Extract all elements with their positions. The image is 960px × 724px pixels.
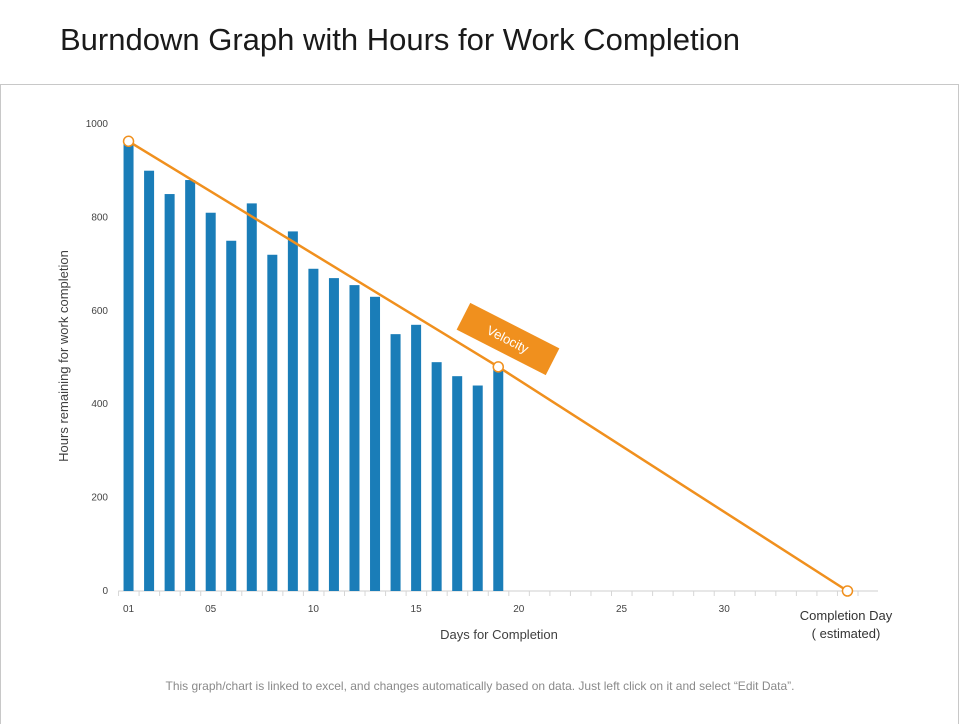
x-axis: 01 05 10 15 20 25 30 [118, 590, 878, 615]
bar [123, 142, 134, 591]
x-tick-label: 10 [308, 604, 320, 615]
y-tick-label: 1000 [86, 119, 109, 130]
velocity-marker [841, 585, 854, 597]
x-tick-label: 15 [411, 604, 423, 615]
x-tick-label: 25 [616, 604, 628, 615]
bar [226, 240, 237, 591]
bar [144, 170, 155, 591]
x-tick-label: 05 [205, 604, 217, 615]
bar [164, 194, 175, 592]
x-tick-label: 20 [513, 604, 525, 615]
bar [349, 285, 360, 591]
completion-day-estimate-label: ( estimated) [812, 626, 881, 641]
y-axis-label: Hours remaining for work completion [56, 250, 71, 462]
x-tick-label: 01 [123, 604, 135, 615]
bar [287, 231, 298, 591]
bar [185, 180, 196, 592]
x-axis-label: Days for Completion [440, 627, 558, 642]
y-tick-label: 0 [102, 586, 108, 597]
velocity-tag-box [456, 302, 560, 376]
bar [390, 334, 401, 591]
velocity-marker [492, 361, 505, 373]
y-tick-label: 600 [91, 306, 108, 317]
page-title: Burndown Graph with Hours for Work Compl… [60, 22, 740, 57]
y-axis-ticks: 0 200 400 600 800 1000 [86, 119, 109, 597]
bar [431, 362, 442, 591]
velocity-tag: Velocity [456, 302, 560, 376]
content-panel [0, 84, 959, 724]
bar [246, 203, 257, 591]
bar [411, 324, 422, 591]
footnote: This graph/chart is linked to excel, and… [165, 679, 795, 693]
bar [472, 385, 483, 591]
bar [328, 278, 339, 591]
bar [452, 376, 463, 591]
velocity-marker [122, 135, 135, 148]
bar [205, 212, 216, 592]
y-tick-label: 800 [91, 212, 108, 223]
bar [370, 296, 381, 591]
bar [308, 268, 319, 591]
velocity-line [127, 140, 849, 593]
bar [493, 366, 504, 591]
completion-day-label: Completion Day [800, 608, 893, 623]
y-tick-label: 400 [91, 399, 108, 410]
y-tick-label: 200 [91, 493, 108, 504]
bar-series [123, 142, 504, 592]
bar [267, 254, 278, 591]
x-tick-label: 30 [719, 604, 731, 615]
velocity-line-group: Velocity [122, 135, 854, 597]
